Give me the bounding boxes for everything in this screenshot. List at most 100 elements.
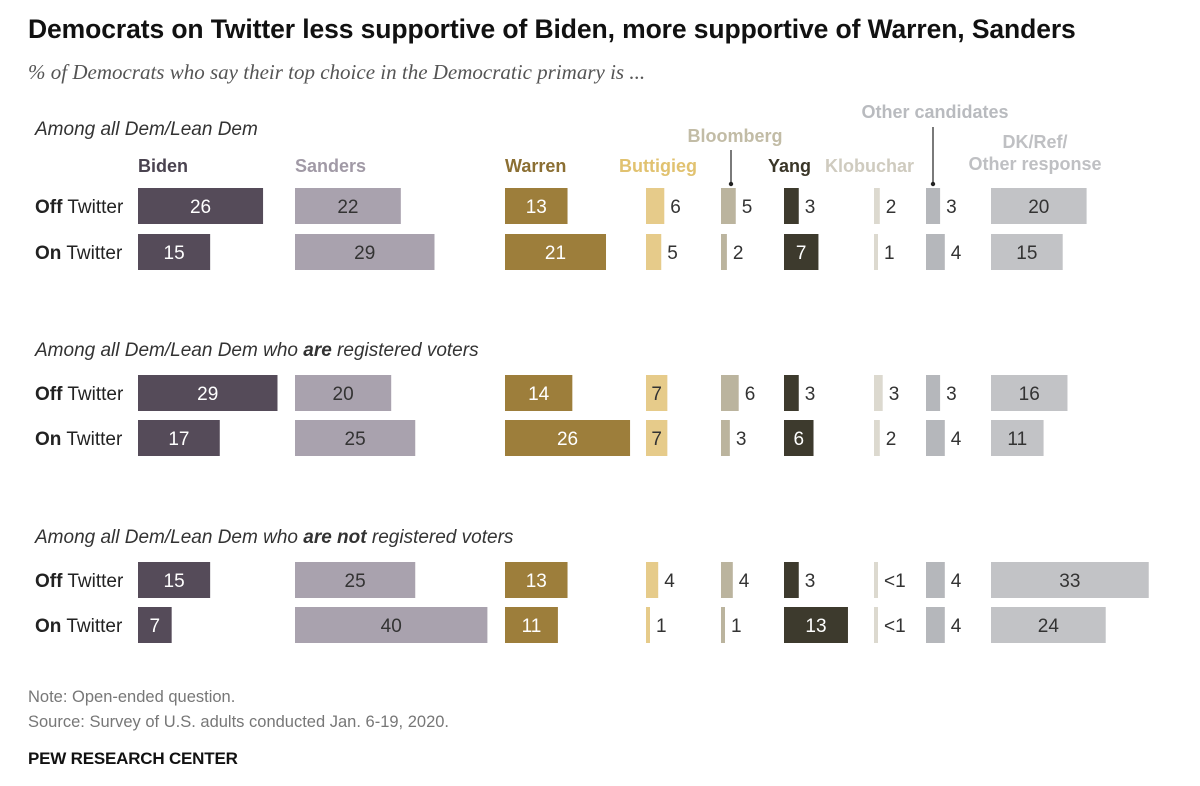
- row-label: On Twitter: [35, 243, 123, 264]
- row-label: Off Twitter: [35, 571, 124, 592]
- data-label-buttigieg: 7: [651, 384, 662, 405]
- data-label-sanders: 22: [337, 197, 358, 218]
- data-label-yang: 3: [805, 571, 816, 592]
- data-label-warren: 13: [526, 197, 547, 218]
- data-label-buttigieg: 6: [670, 197, 681, 218]
- bar-klobuchar: [874, 234, 878, 270]
- data-label-biden: 15: [164, 571, 185, 592]
- bar-dk-ref-other-response: [991, 188, 1087, 224]
- bar-klobuchar: [874, 562, 878, 598]
- bar-sanders: [295, 562, 416, 598]
- bar-other-candidates: [926, 188, 941, 224]
- data-label-sanders: 25: [345, 429, 366, 450]
- bar-yang: [784, 375, 799, 411]
- bar-warren: [505, 420, 631, 456]
- data-label-bloomberg: 6: [745, 384, 756, 405]
- bar-sanders: [295, 234, 435, 270]
- bar-dk-ref-other-response: [991, 420, 1044, 456]
- data-label-buttigieg: 5: [667, 243, 678, 264]
- data-label-biden: 15: [164, 243, 185, 264]
- bar-buttigieg: [646, 234, 662, 270]
- data-label-bloomberg: 5: [742, 197, 753, 218]
- bloomberg-leader-dot: [728, 181, 734, 187]
- bar-other-candidates: [926, 562, 945, 598]
- data-label-klobuchar: 2: [886, 197, 897, 218]
- chart-subtitle: % of Democrats who say their top choice …: [28, 60, 646, 84]
- bar-buttigieg: [646, 420, 668, 456]
- bar-dk-ref-other-response: [991, 562, 1149, 598]
- data-label-klobuchar: 1: [884, 243, 895, 264]
- bar-bloomberg: [721, 607, 725, 643]
- bar-dk-ref-other-response: [991, 234, 1063, 270]
- data-label-other-candidates: 4: [951, 616, 962, 637]
- data-label-sanders: 40: [381, 616, 402, 637]
- footnote: Note: Open-ended question.: [28, 688, 236, 706]
- bar-bloomberg: [721, 234, 727, 270]
- brand-logo: PEW RESEARCH CENTER: [28, 749, 238, 768]
- bar-other-candidates: [926, 234, 945, 270]
- bar-sanders: [295, 607, 488, 643]
- data-label-yang: 6: [793, 429, 804, 450]
- data-label-dk-ref-other-response: 20: [1028, 197, 1049, 218]
- legend-label-bloomberg: Bloomberg: [687, 126, 782, 146]
- data-label-biden: 29: [197, 384, 218, 405]
- bar-dk-ref-other-response: [991, 375, 1068, 411]
- bar-other-candidates: [926, 375, 941, 411]
- data-label-warren: 26: [557, 429, 578, 450]
- bar-buttigieg: [646, 562, 659, 598]
- bar-biden: [138, 607, 172, 643]
- bar-other-candidates: [926, 420, 945, 456]
- bar-klobuchar: [874, 188, 880, 224]
- data-label-yang: 3: [805, 384, 816, 405]
- bar-biden: [138, 375, 278, 411]
- bar-sanders: [295, 188, 401, 224]
- bar-bloomberg: [721, 420, 730, 456]
- bar-klobuchar: [874, 375, 883, 411]
- bar-biden: [138, 188, 264, 224]
- data-label-biden: 7: [150, 616, 161, 637]
- bar-buttigieg: [646, 188, 665, 224]
- bar-sanders: [295, 420, 416, 456]
- data-label-warren: 13: [526, 571, 547, 592]
- legend-label-sanders: Sanders: [295, 156, 366, 176]
- group-label: Among all Dem/Lean Dem who are not regis…: [34, 527, 514, 548]
- bar-buttigieg: [646, 607, 650, 643]
- data-label-klobuchar: 3: [889, 384, 900, 405]
- legend-label-biden: Biden: [138, 156, 188, 176]
- bar-biden: [138, 562, 211, 598]
- bar-biden: [138, 234, 211, 270]
- data-label-other-candidates: 3: [946, 384, 957, 405]
- data-label-yang: 7: [796, 243, 807, 264]
- data-label-klobuchar: <1: [884, 616, 906, 637]
- data-label-buttigieg: 1: [656, 616, 667, 637]
- data-label-sanders: 29: [354, 243, 375, 264]
- data-label-dk-ref-other-response: 15: [1016, 243, 1037, 264]
- bar-yang: [784, 234, 819, 270]
- data-label-bloomberg: 1: [731, 616, 742, 637]
- bar-other-candidates: [926, 607, 945, 643]
- bar-yang: [784, 420, 814, 456]
- data-label-bloomberg: 3: [736, 429, 747, 450]
- bar-warren: [505, 607, 558, 643]
- data-label-warren: 14: [528, 384, 550, 405]
- bar-yang: [784, 562, 799, 598]
- bar-klobuchar: [874, 420, 880, 456]
- bar-biden: [138, 420, 220, 456]
- bar-bloomberg: [721, 188, 736, 224]
- data-label-warren: 21: [545, 243, 566, 264]
- data-label-yang: 13: [805, 616, 826, 637]
- data-label-dk-ref-other-response: 24: [1038, 616, 1060, 637]
- data-label-warren: 11: [522, 616, 542, 637]
- bar-yang: [784, 607, 848, 643]
- group-label: Among all Dem/Lean Dem who are registere…: [34, 340, 479, 361]
- data-label-dk-ref-other-response: 16: [1019, 384, 1040, 405]
- data-label-other-candidates: 4: [951, 243, 962, 264]
- data-label-buttigieg: 4: [664, 571, 675, 592]
- legend-label-buttigieg: Buttigieg: [619, 156, 697, 176]
- data-label-other-candidates: 4: [951, 571, 962, 592]
- data-label-yang: 3: [805, 197, 816, 218]
- bar-sanders: [295, 375, 392, 411]
- row-label: Off Twitter: [35, 384, 124, 405]
- bar-buttigieg: [646, 375, 668, 411]
- data-label-sanders: 25: [345, 571, 366, 592]
